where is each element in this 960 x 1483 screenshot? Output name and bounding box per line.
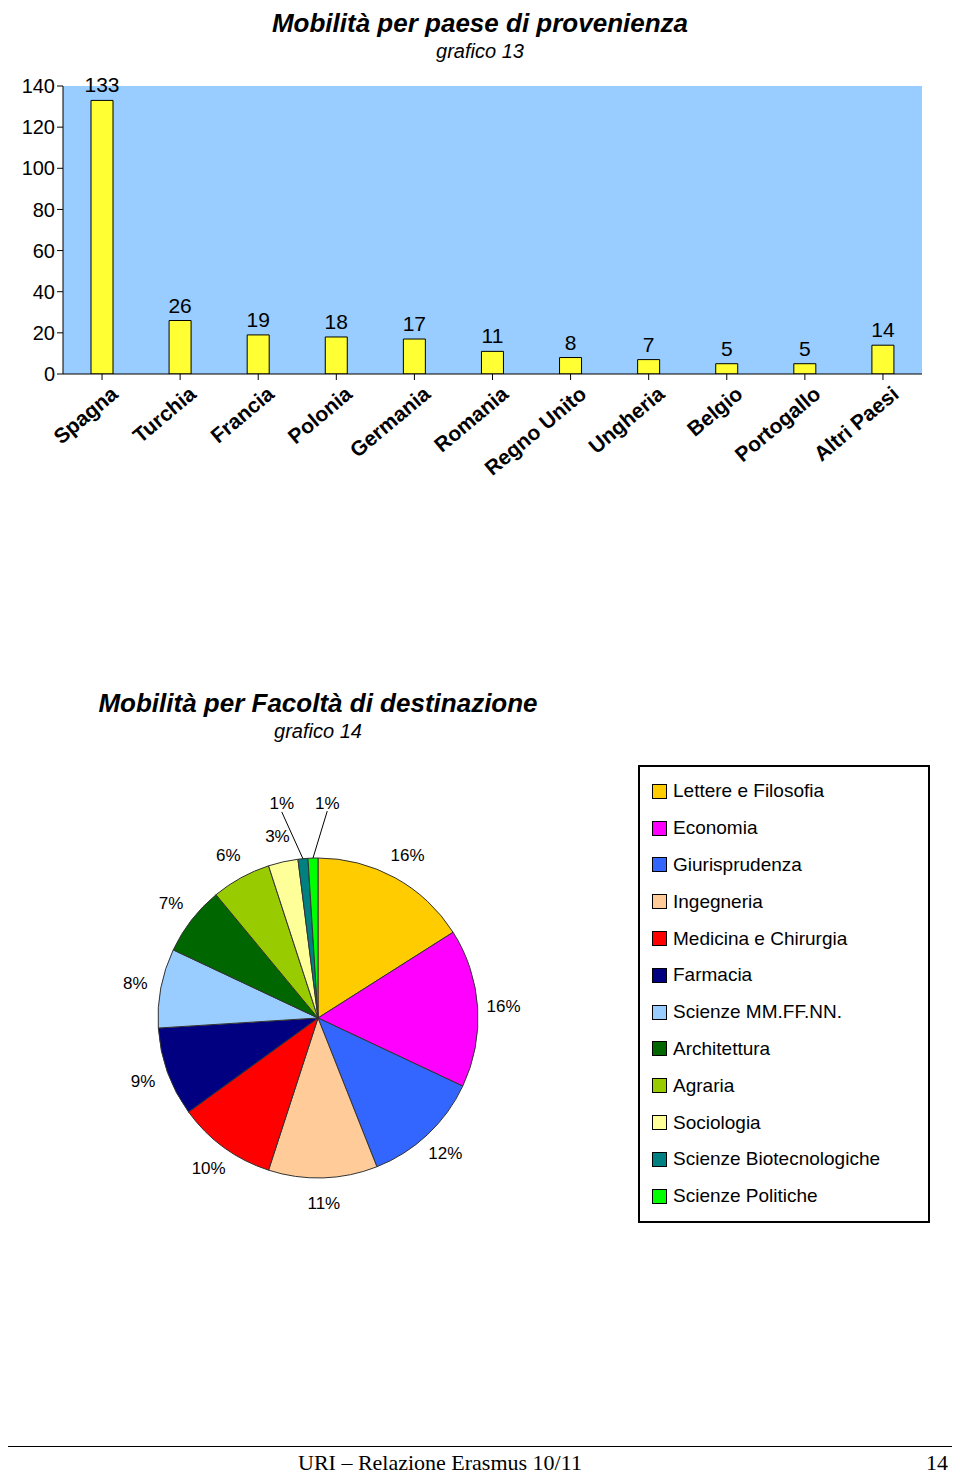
svg-text:17: 17 (403, 312, 426, 335)
html-text:Sociologia: Sociologia (673, 1111, 761, 1133)
svg-text:Turchia: Turchia (128, 382, 200, 448)
svg-text:Regno Unito: Regno Unito (480, 382, 590, 480)
svg-text:16%: 16% (487, 997, 521, 1016)
svg-text:Spagna: Spagna (49, 382, 122, 449)
html-text:Agraria: Agraria (673, 1074, 735, 1096)
svg-text:Portogallo: Portogallo (730, 382, 824, 466)
svg-text:140: 140 (22, 75, 55, 97)
html-text:Scienze Politiche: Scienze Politiche (673, 1185, 818, 1207)
svg-text:0: 0 (44, 363, 55, 385)
html-text:Lettere e Filosofia: Lettere e Filosofia (673, 780, 824, 802)
svg-text:Belgio: Belgio (683, 382, 747, 441)
svg-text:Germania: Germania (345, 382, 434, 462)
svg-text:19: 19 (247, 308, 270, 331)
svg-text:11%: 11% (307, 1194, 340, 1213)
svg-text:Polonia: Polonia (283, 382, 356, 449)
svg-text:Ungheria: Ungheria (584, 382, 669, 458)
svg-text:20: 20 (33, 322, 55, 344)
svg-text:1%: 1% (269, 794, 294, 813)
svg-text:16%: 16% (391, 846, 425, 865)
svg-text:133: 133 (84, 73, 119, 96)
svg-text:1%: 1% (315, 794, 340, 813)
svg-text:14: 14 (871, 318, 895, 341)
svg-text:Romania: Romania (429, 381, 513, 457)
svg-text:5: 5 (721, 337, 733, 360)
svg-text:6%: 6% (216, 846, 241, 865)
html-text:Medicina e Chirurgia: Medicina e Chirurgia (673, 927, 848, 949)
html-text:grafico 13: grafico 13 (436, 40, 524, 62)
svg-text:5: 5 (799, 337, 811, 360)
svg-text:Altri Paesi: Altri Paesi (809, 382, 902, 466)
svg-text:11: 11 (482, 324, 504, 347)
svg-text:120: 120 (22, 116, 55, 138)
svg-text:8%: 8% (123, 974, 148, 993)
svg-text:8: 8 (565, 331, 577, 354)
svg-text:12%: 12% (428, 1144, 462, 1163)
html-text:Giurisprudenza: Giurisprudenza (673, 854, 802, 875)
svg-text:26: 26 (168, 294, 191, 317)
svg-text:60: 60 (33, 240, 55, 262)
html-text:Economia: Economia (673, 817, 758, 839)
svg-text:80: 80 (33, 199, 55, 221)
html-text:14: 14 (926, 1450, 948, 1475)
html-text:Ingegneria: Ingegneria (673, 890, 763, 912)
svg-text:10%: 10% (192, 1159, 226, 1178)
svg-text:40: 40 (33, 281, 55, 303)
svg-text:100: 100 (22, 157, 55, 179)
svg-text:18: 18 (325, 310, 348, 333)
svg-text:9%: 9% (131, 1072, 156, 1091)
svg-text:7%: 7% (159, 894, 184, 913)
svg-text:3%: 3% (265, 827, 290, 846)
html-text:grafico 14: grafico 14 (274, 720, 362, 742)
html-text:Scienze MM.FF.NN.: Scienze MM.FF.NN. (673, 1001, 842, 1023)
html-text:Scienze Biotecnologiche: Scienze Biotecnologiche (673, 1148, 880, 1170)
html-text:Farmacia: Farmacia (673, 964, 753, 986)
html-text:Mobilità per paese di provenie: Mobilità per paese di provenienza (271, 8, 688, 38)
svg-text:Francia: Francia (206, 382, 278, 448)
svg-text:7: 7 (643, 333, 655, 356)
html-text:Architettura: Architettura (673, 1038, 771, 1059)
html-text:URI – Relazione Erasmus 10/11: URI – Relazione Erasmus 10/11 (298, 1450, 582, 1475)
html-text:Mobilità per Facoltà di destin: Mobilità per Facoltà di destinazione (98, 688, 538, 718)
